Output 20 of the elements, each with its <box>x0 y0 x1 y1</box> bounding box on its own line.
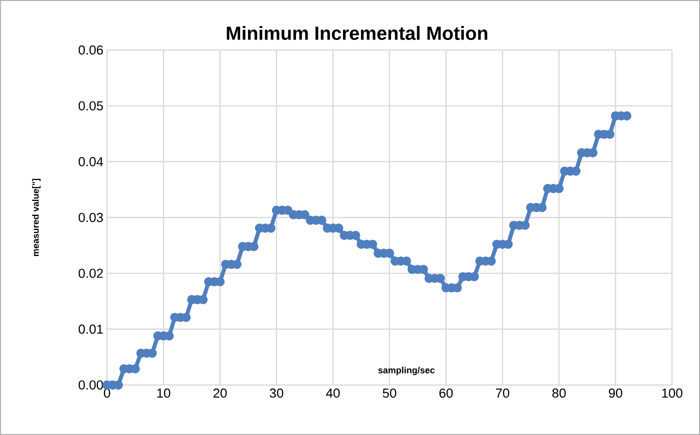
y-tick-label: 0.05 <box>78 101 103 110</box>
y-tick-label: 0.02 <box>78 268 103 278</box>
x-tick-label: 30 <box>270 388 284 398</box>
x-tick-label: 100 <box>662 388 682 398</box>
x-tick-label: 80 <box>552 388 566 398</box>
x-tick-label: 90 <box>608 388 622 398</box>
y-axis-title: measured value["] <box>32 178 41 256</box>
x-tick-label: 20 <box>213 388 227 398</box>
x-tick-label: 10 <box>157 388 170 398</box>
y-tick-label: 0.04 <box>78 157 104 166</box>
x-tick-label: 50 <box>382 388 396 398</box>
x-tick-label: 40 <box>326 388 340 398</box>
x-axis-title: sampling/sec <box>378 366 435 376</box>
y-tick-label: 0.01 <box>78 324 103 334</box>
y-tick-label: 0.06 <box>78 45 103 55</box>
y-tick-label: 0.03 <box>78 212 103 222</box>
x-tick-label: 60 <box>439 388 453 398</box>
chart-title: Minimum Incremental Motion <box>226 26 488 40</box>
y-tick-label: 0.00 <box>78 380 103 390</box>
x-tick-label: 70 <box>496 388 510 398</box>
